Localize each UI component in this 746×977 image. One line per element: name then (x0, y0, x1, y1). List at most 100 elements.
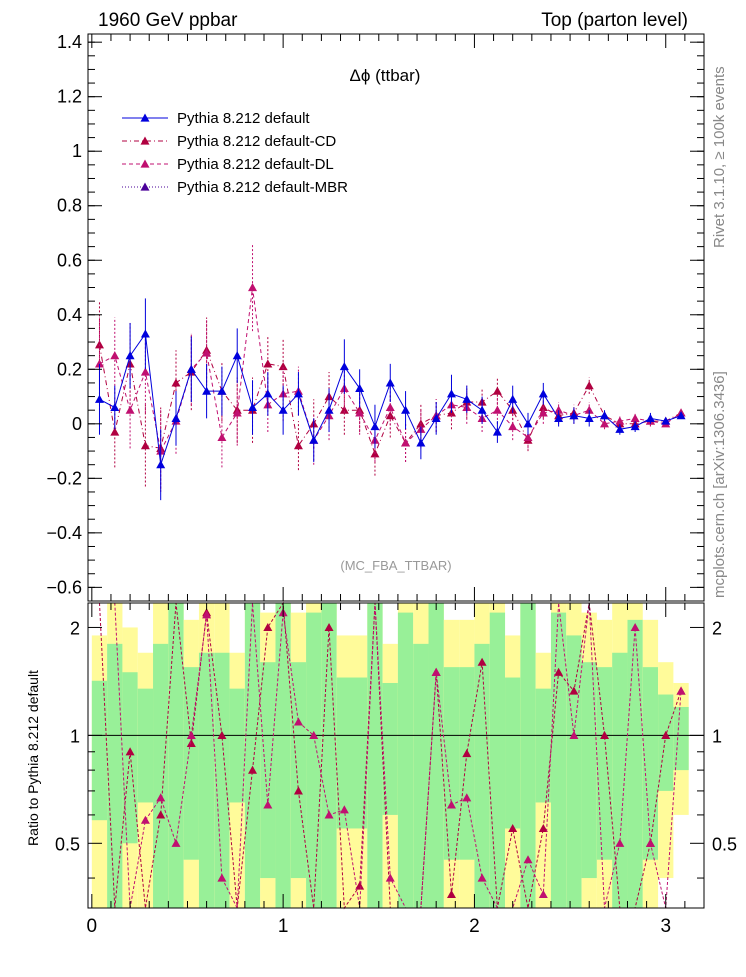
main-plot-area (94, 243, 686, 501)
ratio-frame (87, 602, 705, 909)
y-tick-label: 1.2 (57, 87, 82, 107)
process-label: Top (parton level) (541, 10, 688, 31)
data-point (615, 416, 625, 425)
data-point (110, 427, 120, 436)
band-1sigma (290, 662, 307, 879)
ratio-x-tick-label: 3 (660, 916, 671, 937)
ratio-point (202, 610, 212, 619)
data-point (600, 411, 610, 420)
ratio-point (217, 730, 227, 739)
ratio-plot-area (88, 601, 704, 910)
data-point (600, 419, 610, 428)
data-point (171, 413, 181, 422)
band-1sigma (550, 612, 567, 908)
data-point (94, 394, 104, 403)
data-point (676, 411, 686, 420)
data-point (584, 405, 594, 414)
data-point (401, 405, 411, 414)
band-1sigma (505, 677, 521, 829)
ratio-point (446, 889, 456, 899)
ratio-ylabel: Ratio to Pythia 8.212 default (25, 670, 41, 846)
band-1sigma (443, 667, 460, 860)
data-point (125, 405, 135, 414)
y-tick-label: −0.6 (46, 577, 82, 597)
ratio-point (293, 717, 303, 726)
ratio-point (140, 815, 150, 824)
data-point (156, 460, 166, 469)
main-axis-ticks: −0.6 −0.4 −0.2 0 0.2 0.4 0.6 0.8 1 1.2 1.4 (46, 32, 704, 601)
ratio-axis-ticks: 0.5 0.5 1 1 2 2 0 1 2 3 (55, 603, 737, 937)
band-1sigma (198, 652, 215, 908)
data-point (385, 402, 395, 412)
data-point (263, 359, 273, 368)
data-point (217, 386, 227, 395)
y-tick-label: 1 (72, 141, 82, 161)
band-1sigma (459, 667, 475, 860)
ratio-point (615, 838, 625, 847)
data-point (645, 413, 655, 422)
band-1sigma (275, 603, 291, 908)
legend-label: Pythia 8.212 default-CD (177, 133, 336, 150)
data-point (324, 405, 334, 414)
data-point (508, 394, 518, 403)
series-line (99, 344, 682, 456)
data-point (217, 432, 227, 442)
plot-title: Δϕ (ttbar) (350, 66, 421, 85)
band-1sigma (673, 706, 689, 771)
ratio-point (186, 730, 196, 739)
band-1sigma (336, 677, 352, 829)
ratio-point (477, 657, 487, 666)
band-1sigma (352, 677, 368, 829)
ratio-point (569, 730, 579, 739)
data-point (339, 362, 349, 371)
ratio-point (217, 873, 227, 882)
legend-label: Pythia 8.212 default-MBR (177, 179, 348, 196)
main-frame (87, 33, 705, 602)
band-1sigma (535, 688, 551, 803)
legend-marker (140, 182, 150, 191)
data-point (477, 405, 487, 414)
data-point (584, 413, 594, 422)
ratio-y-tick-label: 1 (70, 726, 80, 746)
band-1sigma (428, 603, 444, 908)
ratio-point (309, 730, 319, 739)
ratio-point (431, 667, 441, 676)
band-1sigma (153, 643, 169, 908)
ratio-point (186, 738, 196, 747)
band-1sigma (367, 603, 383, 908)
data-point (248, 283, 258, 292)
ratio-point (462, 749, 472, 758)
ratio-point (263, 622, 273, 632)
band-1sigma (306, 612, 322, 908)
band-1sigma (596, 667, 613, 860)
band-1sigma (658, 694, 674, 791)
data-point (186, 364, 196, 373)
legend-label: Pythia 8.212 default-DL (177, 156, 334, 173)
rivet-label: Rivet 3.1.10, ≥ 100k events (711, 66, 728, 248)
band-1sigma (642, 667, 659, 860)
band-1sigma (244, 603, 261, 908)
data-point (140, 329, 150, 338)
ratio-point (156, 810, 166, 819)
ratio-y-tick-label: 0.5 (55, 834, 80, 854)
y-tick-label: 0.8 (57, 196, 82, 216)
data-point (125, 351, 135, 360)
data-point (401, 438, 411, 447)
ratio-point (248, 765, 258, 774)
band-1sigma (520, 603, 536, 908)
legend: Pythia 8.212 default Pythia 8.212 default… (122, 110, 348, 196)
ratio-point (661, 730, 671, 739)
band-1sigma (474, 643, 490, 908)
data-point (94, 359, 104, 368)
ratio-point (462, 793, 472, 802)
data-point (508, 422, 518, 431)
data-point (263, 389, 273, 398)
data-point (110, 402, 120, 412)
ratio-point (293, 786, 303, 795)
band-1sigma (397, 612, 414, 908)
data-point (293, 441, 303, 450)
data-point (523, 419, 533, 428)
data-point (385, 378, 395, 387)
data-point (339, 405, 349, 414)
